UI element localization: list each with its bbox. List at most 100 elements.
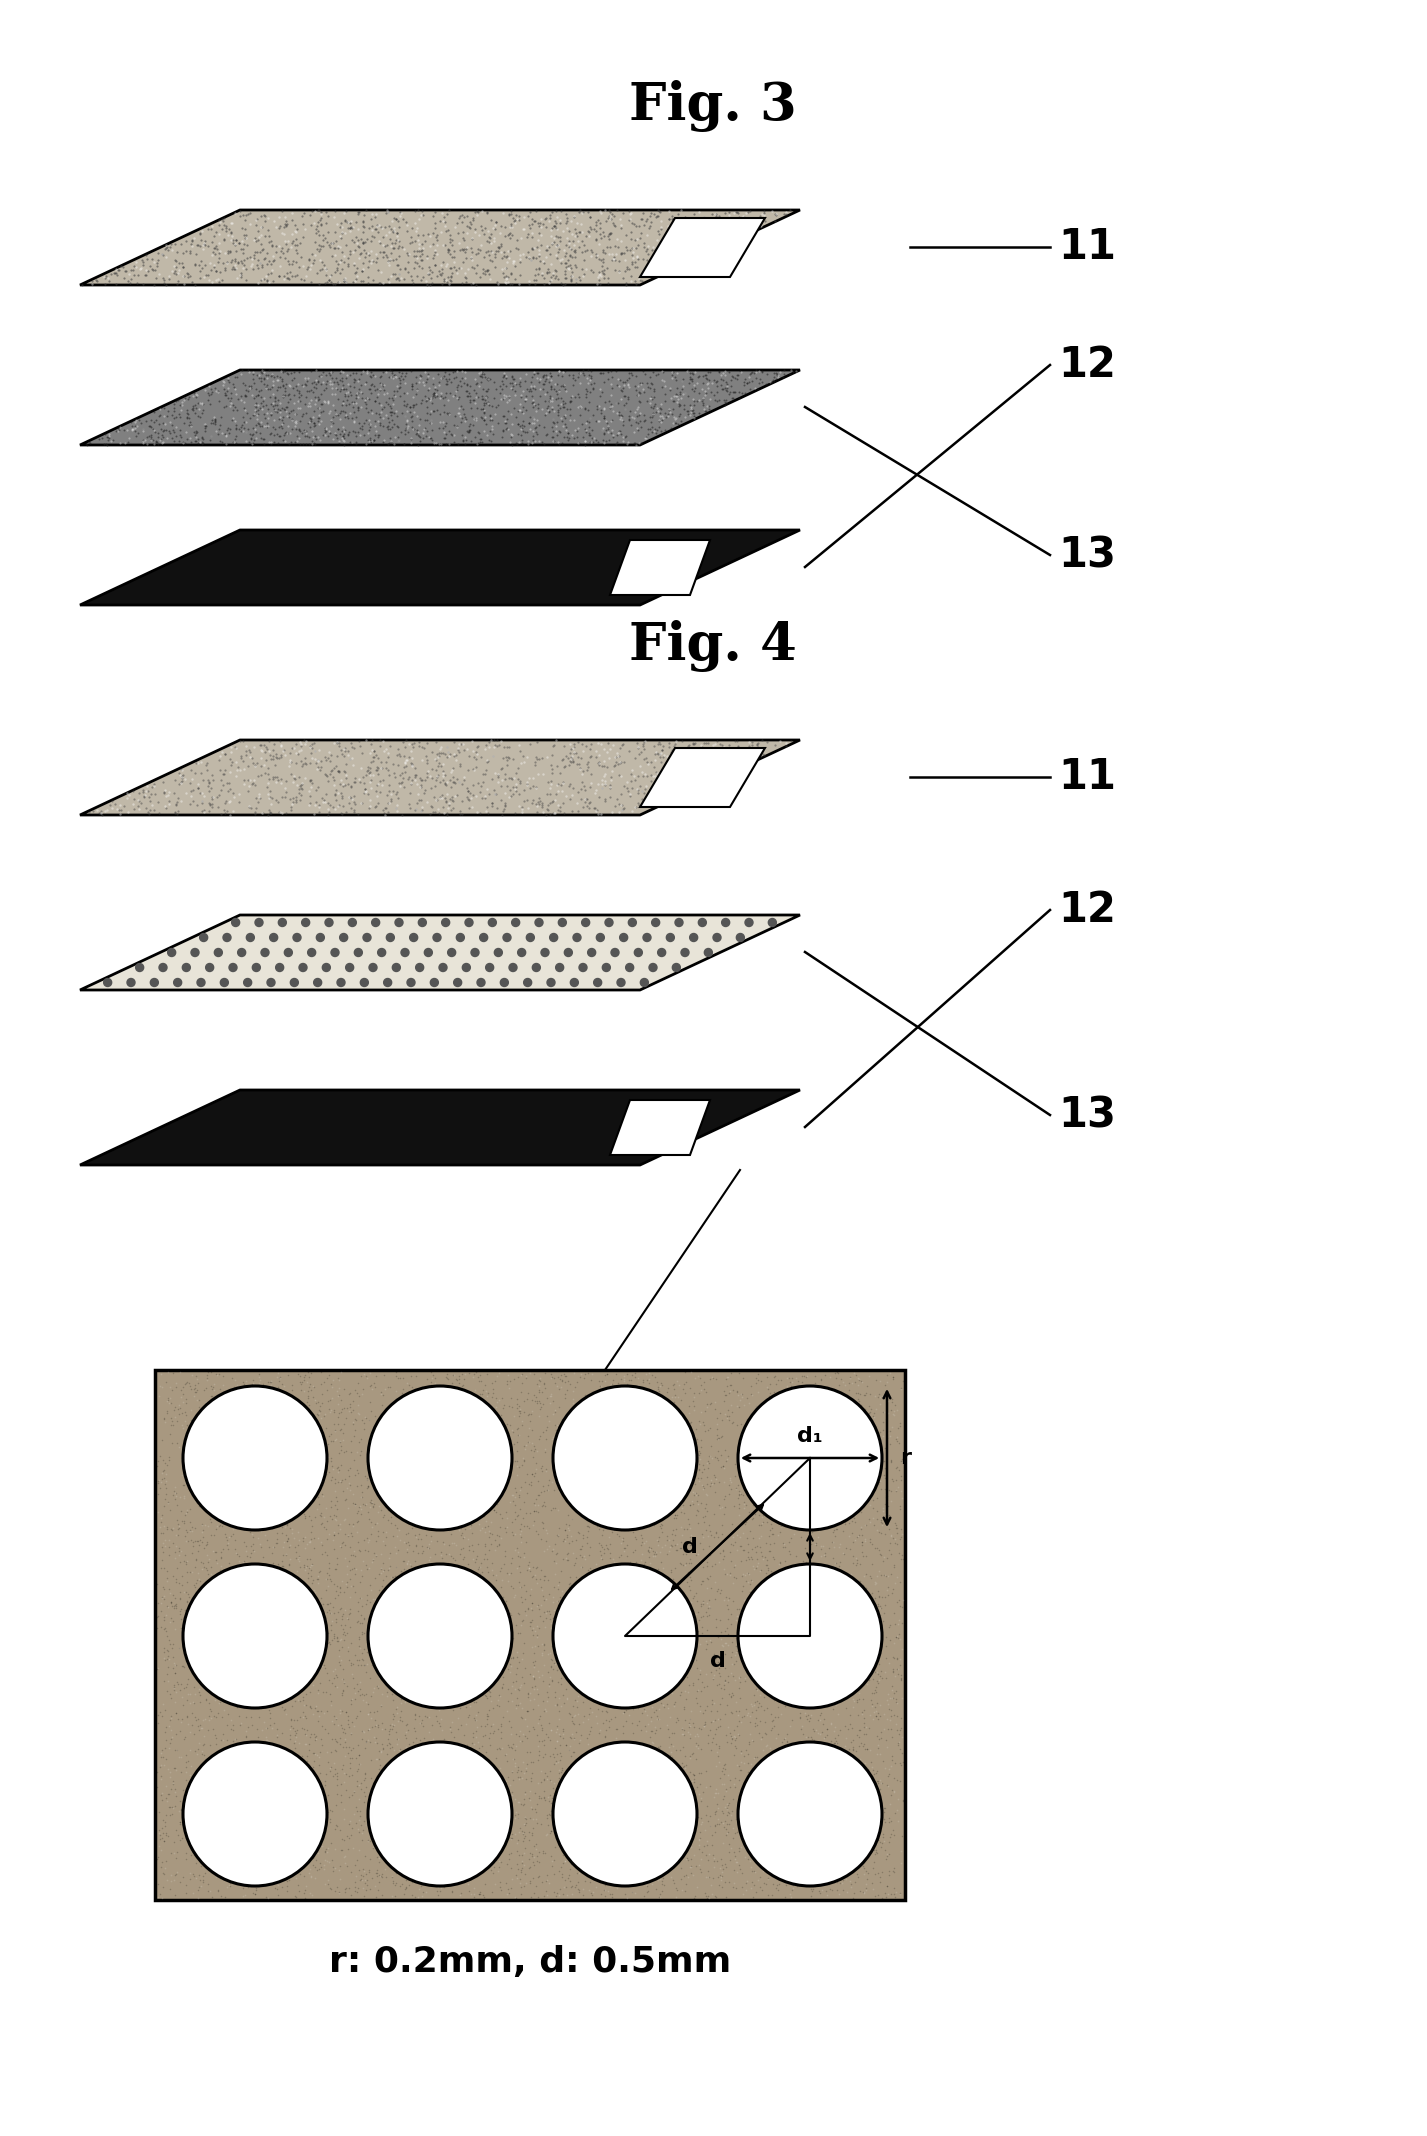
Point [766,1651,789,1685]
Point [215,1523,238,1557]
Point [120,404,143,438]
Point [430,248,452,282]
Point [324,1722,347,1756]
Point [233,1452,255,1487]
Point [538,1670,561,1705]
Point [200,372,223,406]
Point [186,1465,208,1499]
Point [749,1777,772,1811]
Point [301,427,324,461]
Point [788,1630,811,1664]
Point [285,419,308,453]
Point [293,1438,315,1472]
Point [451,423,474,457]
Point [878,1474,900,1508]
Point [578,201,601,235]
Point [147,1444,170,1478]
Point [361,1487,384,1521]
Point [380,258,402,293]
Point [274,1510,297,1544]
Point [524,372,547,406]
Point [866,1666,889,1700]
Point [741,1865,763,1899]
Point [541,226,564,261]
Point [531,1724,554,1758]
Point [213,1553,235,1587]
Point [425,758,448,792]
Point [833,1600,856,1634]
Point [621,231,644,265]
Point [856,1813,879,1848]
Point [588,1579,611,1613]
Point [776,1726,799,1760]
Point [616,1425,639,1459]
Point [228,199,251,233]
Point [361,220,384,254]
Point [528,216,551,250]
Point [689,1807,712,1841]
Point [193,1440,215,1474]
Point [621,795,644,829]
Point [479,1843,502,1878]
Point [504,203,527,237]
Point [695,1512,718,1546]
Point [418,1613,441,1647]
Point [567,194,589,229]
Point [602,1363,625,1397]
Point [320,1613,342,1647]
Point [499,1365,522,1399]
Point [174,1749,197,1784]
Point [662,1660,685,1694]
Point [274,199,297,233]
Point [704,1476,726,1510]
Point [564,1640,586,1675]
Point [201,1438,224,1472]
Point [636,1534,659,1568]
Point [314,1491,337,1525]
Point [368,365,391,399]
Point [477,374,499,408]
Point [759,1754,782,1788]
Point [397,1649,420,1683]
Text: 13: 13 [1057,1094,1116,1136]
Point [839,1698,862,1732]
Point [846,1792,869,1826]
Point [224,252,247,286]
Point [592,261,615,295]
Point [411,226,434,261]
Point [241,1647,264,1681]
Point [629,1485,652,1519]
Point [628,1423,651,1457]
Point [210,1459,233,1493]
Point [762,1596,785,1630]
Point [796,1856,819,1890]
Point [825,1726,848,1760]
Point [811,1636,833,1670]
Point [334,767,357,801]
Point [772,361,795,395]
Point [541,739,564,773]
Point [210,1574,233,1608]
Point [626,1570,649,1604]
Point [499,1668,522,1702]
Point [649,1536,672,1570]
Point [514,1431,537,1465]
Point [181,773,204,807]
Point [320,1395,342,1429]
Point [237,1570,260,1604]
Point [746,1572,769,1606]
Point [481,1367,504,1401]
Point [831,1867,853,1901]
Point [227,1459,250,1493]
Point [759,1367,782,1401]
Point [437,1405,459,1440]
Point [595,1696,618,1730]
Point [158,1756,181,1790]
Point [608,1839,631,1873]
Point [200,782,223,816]
Point [330,1433,352,1467]
Point [592,365,615,399]
Point [481,1760,504,1794]
Point [608,397,631,431]
Point [195,1363,218,1397]
